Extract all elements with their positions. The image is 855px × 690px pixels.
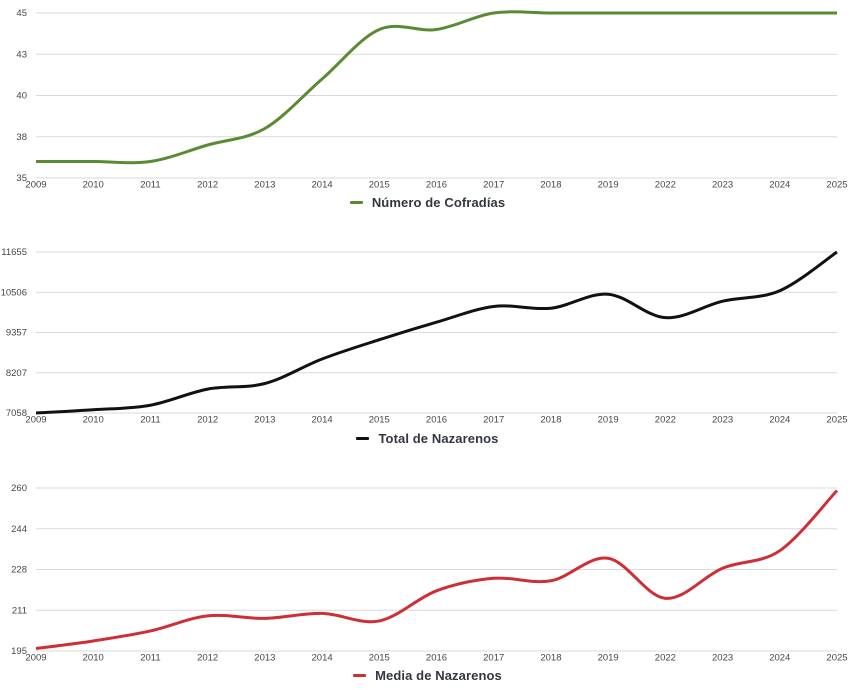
y-tick-label: 10506 — [1, 287, 27, 298]
x-tick-label: 2016 — [426, 180, 447, 191]
y-tick-label: 260 — [11, 483, 27, 494]
x-tick-label: 2016 — [426, 653, 447, 664]
x-tick-label: 2013 — [254, 653, 275, 664]
total-nazarenos-legend-label: Total de Nazarenos — [378, 431, 499, 446]
x-tick-label: 2018 — [540, 415, 561, 426]
total-nazarenos-legend: Total de Nazarenos — [0, 431, 855, 446]
total-nazarenos-chart: 11655 10506 9357 8207 7058 2009 2010 2011 2012 20… — [0, 230, 855, 460]
y-tick-label: 228 — [11, 565, 27, 576]
x-tick-label: 2022 — [655, 653, 676, 664]
x-tick-label: 2016 — [426, 415, 447, 426]
x-tick-label: 2012 — [197, 653, 218, 664]
x-tick-label: 2019 — [598, 180, 619, 191]
series-line — [35, 250, 838, 415]
media-nazarenos-legend-label: Media de Nazarenos — [375, 668, 502, 683]
total-nazarenos-legend-dash-icon — [356, 437, 370, 440]
cofradias-legend: Número de Cofradías — [0, 195, 855, 210]
x-tick-label: 2018 — [540, 180, 561, 191]
x-tick-label: 2018 — [540, 653, 561, 664]
x-tick-label: 2010 — [83, 653, 104, 664]
y-tick-label: 40 — [16, 91, 27, 102]
x-tick-label: 2017 — [483, 415, 504, 426]
x-tick-label: 2023 — [712, 653, 733, 664]
y-tick-label: 8207 — [6, 368, 27, 379]
x-tick-label: 2024 — [769, 180, 790, 191]
x-tick-label: 2023 — [712, 180, 733, 191]
x-tick-label: 2009 — [25, 653, 46, 664]
x-tick-label: 2015 — [369, 415, 390, 426]
x-tick-label: 2011 — [140, 653, 160, 664]
cofradias-chart: 45 43 40 38 35 2009 2010 2011 2012 2013 2014 2015 20… — [0, 0, 855, 230]
x-tick-label: 2012 — [197, 415, 218, 426]
x-tick-label: 2014 — [312, 415, 333, 426]
x-tick-label: 2009 — [25, 180, 46, 191]
x-tick-label: 2025 — [826, 415, 847, 426]
x-tick-label: 2022 — [655, 180, 676, 191]
x-tick-label: 2025 — [826, 180, 847, 191]
x-tick-label: 2024 — [769, 653, 790, 664]
x-tick-label: 2017 — [483, 180, 504, 191]
x-tick-label: 2015 — [369, 180, 390, 191]
x-tick-label: 2019 — [598, 653, 619, 664]
y-tick-label: 211 — [12, 605, 27, 616]
x-tick-label: 2024 — [769, 415, 790, 426]
x-tick-label: 2010 — [83, 415, 104, 426]
x-tick-label: 2019 — [598, 415, 619, 426]
cofradias-legend-dash-icon — [349, 201, 363, 204]
x-tick-label: 2013 — [254, 180, 275, 191]
media-nazarenos-legend-dash-icon — [353, 674, 367, 677]
x-tick-label: 2023 — [712, 415, 733, 426]
x-tick-label: 2025 — [826, 653, 847, 664]
x-tick-label: 2014 — [312, 653, 333, 664]
x-tick-label: 2015 — [369, 653, 390, 664]
x-tick-label: 2022 — [655, 415, 676, 426]
y-tick-label: 9357 — [6, 328, 27, 339]
cofradias-legend-label: Número de Cofradías — [371, 195, 506, 210]
x-tick-label: 2011 — [140, 180, 160, 191]
y-tick-label: 244 — [11, 524, 27, 535]
y-tick-label: 45 — [16, 8, 27, 19]
x-tick-label: 2017 — [483, 653, 504, 664]
series-line — [36, 10, 837, 165]
x-tick-label: 2009 — [25, 415, 46, 426]
y-tick-label: 38 — [16, 132, 27, 143]
x-tick-label: 2010 — [83, 180, 104, 191]
x-tick-label: 2012 — [197, 180, 218, 191]
x-tick-label: 2011 — [140, 415, 160, 426]
y-tick-label: 35 — [16, 173, 27, 184]
y-tick-label: 43 — [16, 49, 27, 60]
x-tick-label: 2014 — [312, 180, 333, 191]
media-nazarenos-chart: 260 244 228 211 195 2009 2010 2011 2012 2013 2014 2… — [0, 460, 855, 690]
y-tick-label: 7058 — [6, 408, 27, 419]
series-line — [35, 489, 839, 650]
media-nazarenos-legend: Media de Nazarenos — [0, 668, 855, 683]
x-tick-label: 2013 — [254, 415, 275, 426]
y-tick-label: 11655 — [1, 247, 27, 258]
y-tick-label: 195 — [11, 646, 27, 657]
